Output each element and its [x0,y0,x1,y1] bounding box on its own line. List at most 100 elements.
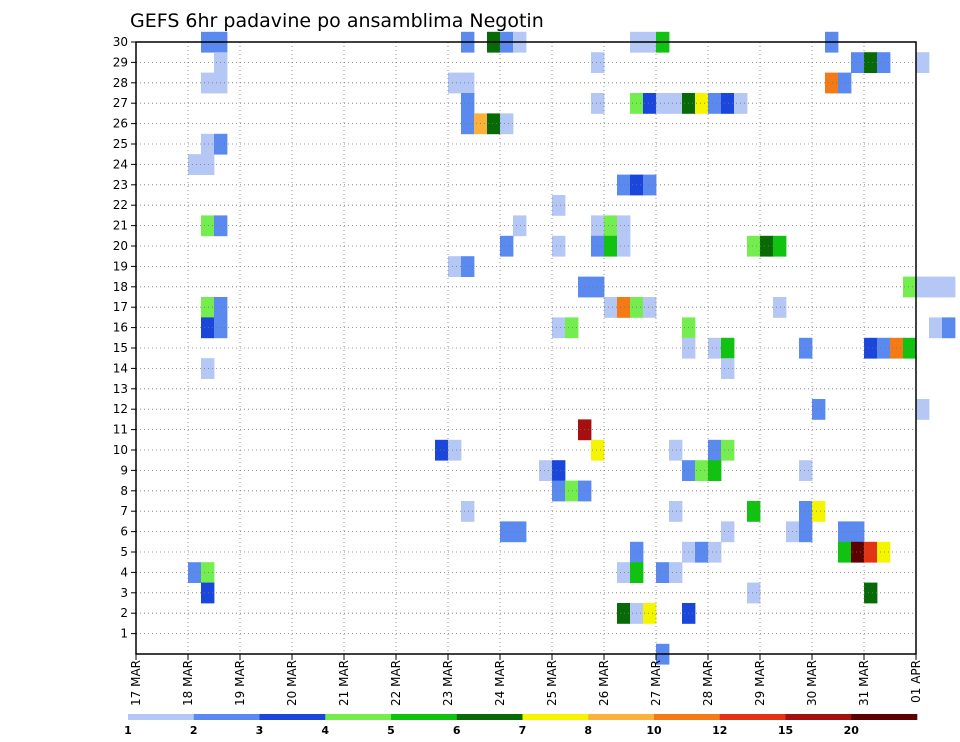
y-tick-label: 26 [113,117,128,131]
legend-label: 7 [519,724,527,737]
heatmap-cell [604,297,618,318]
heatmap-cell [643,297,657,318]
heatmap-cell [487,113,501,135]
heatmap-cell [552,317,566,339]
chart-title: GEFS 6hr padavine po ansamblima Negotin [130,10,544,32]
y-tick-label: 8 [120,484,128,498]
heatmap-cell [903,337,917,359]
heatmap-cell [188,562,202,583]
legend-color-swatch [522,714,589,720]
y-tick-label: 2 [120,606,128,620]
heatmap-cell [201,154,215,175]
heatmap-cell [929,276,943,298]
x-tick-label: 21 MAR [337,660,351,706]
legend-label: 3 [256,724,264,737]
heatmap-cell [812,501,826,522]
heatmap-cell [617,603,631,624]
x-tick-label: 19 MAR [233,660,247,706]
heatmap-cell [903,276,917,298]
legend-label: 10 [646,724,662,737]
heatmap-cell [877,52,891,73]
y-tick-label: 23 [113,178,128,192]
legend-label: 5 [387,724,395,737]
heatmap-cell [201,582,215,604]
heatmap-cell [643,174,657,196]
legend-label: 1 [124,724,132,737]
x-tick-label: 20 MAR [285,660,299,706]
legend-color-swatch [128,714,195,720]
heatmap-cell [565,480,579,502]
y-tick-label: 1 [120,627,128,641]
heatmap-cell [591,52,605,73]
heatmap-cell [617,174,631,196]
heatmap-cell [201,215,215,237]
heatmap-cell [591,235,605,257]
heatmap-cell [695,460,709,481]
x-tick-label: 18 MAR [181,660,195,706]
y-tick-label: 13 [113,382,128,396]
x-tick-label: 26 MAR [597,660,611,706]
heatmap-cell [591,215,605,237]
y-tick-label: 5 [120,545,128,559]
heatmap-cell [929,317,943,339]
heatmap-cell [864,337,878,359]
heatmap-cell [721,93,735,114]
heatmap-cell [643,603,657,624]
y-tick-label: 17 [113,300,128,314]
x-tick-label: 22 MAR [389,660,403,706]
heatmap-cell [708,439,722,461]
heatmap-cell [617,215,631,237]
legend-label: 20 [844,724,860,737]
x-tick-label: 28 MAR [701,660,715,706]
y-tick-label: 19 [113,259,128,273]
x-tick-label: 01 APR [909,660,923,703]
heatmap-cell [565,317,579,339]
heatmap-cell [604,215,618,237]
heatmap-cell [643,93,657,114]
heatmap-cell [448,72,462,94]
x-tick-label: 24 MAR [493,660,507,706]
y-tick-label: 28 [113,76,128,90]
heatmap-cell [695,93,709,114]
y-tick-label: 20 [113,239,128,253]
y-tick-label: 14 [113,361,128,375]
heatmap-cell [747,235,761,257]
heatmap-cell [591,439,605,461]
heatmap-cell [604,235,618,257]
y-tick-label: 15 [113,341,128,355]
heatmap-cell [656,93,670,114]
y-tick-label: 10 [113,443,128,457]
heatmap-cell [942,317,956,339]
heatmap-cell [669,439,683,461]
heatmap-cell [864,541,878,563]
heatmap-cell [708,93,722,114]
legend-color-swatch [785,714,852,720]
x-tick-label: 17 MAR [129,660,143,706]
legend-color-swatch [193,714,260,720]
legend-color-swatch [391,714,458,720]
x-axis: 17 MAR 18 MAR 19 MAR 20 MAR 21 MAR 22 MAR 23 M… [129,654,923,706]
heatmap-cell [812,399,826,420]
legend-color-swatch [456,714,523,720]
heatmap-cell [773,235,787,257]
heatmap-cell [708,460,722,481]
x-tick-label: 27 MAR [649,660,663,706]
y-tick-label: 4 [120,565,128,579]
x-tick-label: 25 MAR [545,660,559,706]
heatmap-cell [552,235,566,257]
legend-label: 8 [584,724,592,737]
x-tick-label: 31 MAR [857,660,871,706]
y-tick-label: 25 [113,137,128,151]
heatmap-cell [864,52,878,73]
legend-color-swatch [588,714,655,720]
heatmap-cell [461,72,475,94]
heatmap-cell [591,276,605,298]
heatmap-cell [916,399,930,420]
color-legend: 1 2 3 4 5 6 7 8 10 12 15 20 [124,714,918,737]
heatmap-cell [799,337,813,359]
heatmap-cell [448,439,462,461]
heatmap-cells [188,31,956,665]
legend-label: 15 [778,724,793,737]
legend-label: 4 [321,724,329,737]
heatmap-cell [877,541,891,563]
